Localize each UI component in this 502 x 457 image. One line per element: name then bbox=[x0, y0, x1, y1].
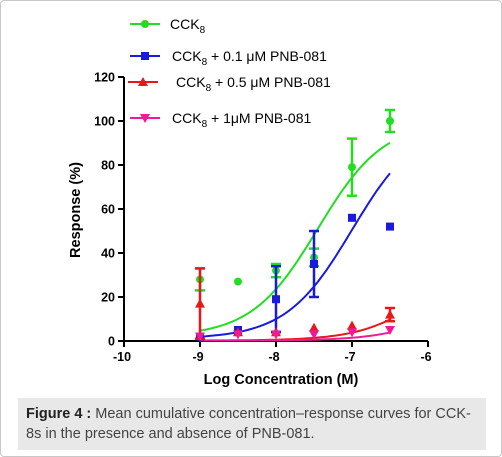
legend-marker bbox=[138, 77, 148, 86]
data-point bbox=[347, 328, 357, 338]
y-tick-label: 40 bbox=[101, 247, 115, 261]
x-tick-label: -6 bbox=[420, 350, 431, 364]
data-point bbox=[347, 320, 357, 330]
caption-text: Figure 4 : Mean cumulative concentration… bbox=[26, 404, 478, 444]
data-point bbox=[195, 298, 205, 308]
legend-marker bbox=[141, 20, 149, 28]
data-marks bbox=[195, 108, 395, 342]
data-point bbox=[272, 295, 280, 304]
figure-caption: Figure 4 : Mean cumulative concentration… bbox=[18, 398, 486, 450]
x-tick-label: -10 bbox=[113, 350, 131, 364]
x-axis-label: Log Concentration (M) bbox=[204, 372, 359, 388]
fit-curve bbox=[199, 172, 391, 338]
data-point bbox=[309, 330, 319, 340]
data-point bbox=[386, 117, 394, 125]
data-point bbox=[271, 330, 281, 340]
y-tick-label: 100 bbox=[94, 115, 115, 129]
legend-marker bbox=[140, 114, 150, 123]
y-axis-label: Response (%) bbox=[68, 162, 84, 258]
y-tick-label: 20 bbox=[101, 291, 115, 305]
x-tick-label: -9 bbox=[192, 350, 203, 364]
data-point bbox=[348, 163, 356, 172]
legend: CCK8 CCK8 + 0.1 μM PNB-081 CCK8 + 0.5 μM P… bbox=[128, 16, 331, 130]
y-tick-label: 80 bbox=[101, 159, 115, 173]
data-point bbox=[234, 277, 242, 286]
dose-response-chart: CCK8 CCK8 + 0.1 μM PNB-081 CCK8 + 0.5 μM P… bbox=[68, 16, 432, 388]
caption-label: Figure 4 : bbox=[26, 406, 92, 422]
data-point bbox=[195, 332, 205, 342]
legend-marker bbox=[141, 52, 149, 60]
fit-curve bbox=[200, 331, 391, 342]
data-point bbox=[385, 326, 395, 335]
y-tick-label: 60 bbox=[101, 203, 115, 217]
x-tick-label: -7 bbox=[344, 350, 355, 364]
legend-label: CCK8 + 1μM PNB-081 bbox=[172, 110, 312, 130]
caption-body: Mean cumulative concentration–response c… bbox=[26, 406, 471, 442]
axes: -10 -9 -8 -7 -6 0 20 40 60 80 100 120 bbox=[94, 71, 431, 365]
data-point bbox=[386, 222, 394, 231]
y-tick-label: 0 bbox=[108, 335, 115, 349]
legend-label: CCK8 bbox=[170, 16, 206, 36]
legend-label: CCK8 + 0.5 μM PNB-081 bbox=[176, 74, 331, 94]
data-point bbox=[385, 309, 395, 319]
fit-curve bbox=[199, 141, 391, 332]
y-tick-label: 120 bbox=[94, 71, 115, 85]
data-point bbox=[310, 260, 318, 268]
fit-curves bbox=[199, 141, 391, 342]
data-point bbox=[348, 213, 356, 222]
data-point bbox=[309, 322, 319, 332]
x-tick-label: -8 bbox=[268, 350, 279, 364]
data-point bbox=[233, 330, 243, 340]
legend-label: CCK8 + 0.1 μM PNB-081 bbox=[172, 48, 327, 68]
